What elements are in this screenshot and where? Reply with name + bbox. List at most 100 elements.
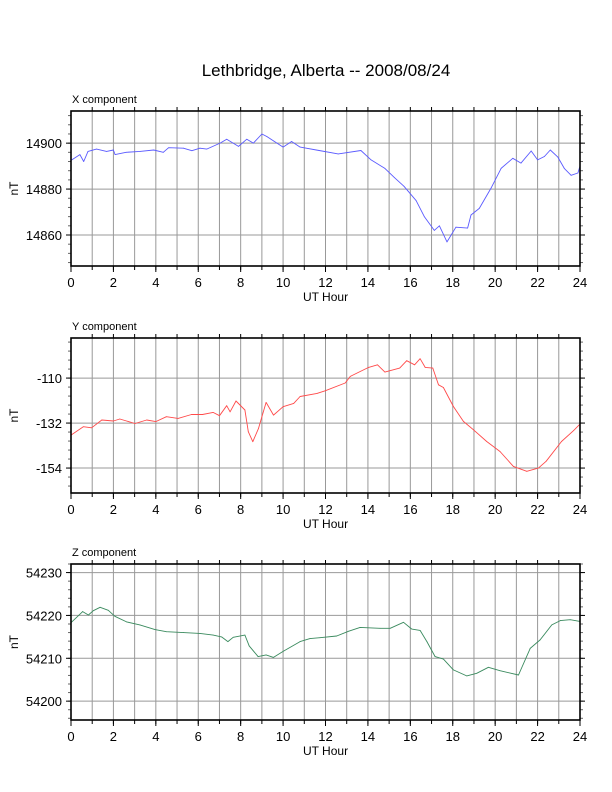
data-point (452, 669, 454, 671)
data-point (219, 142, 221, 144)
data-point (499, 451, 501, 452)
x-tick-label: 12 (318, 729, 332, 744)
data-point (419, 630, 421, 631)
data-point (486, 441, 488, 442)
data-point (114, 615, 116, 617)
data-point (244, 634, 246, 636)
data-point (426, 641, 428, 642)
x-tick-label: 20 (488, 275, 502, 290)
data-point (162, 151, 164, 153)
data-point (394, 177, 395, 178)
data-point (293, 403, 295, 404)
data-point (415, 200, 417, 201)
data-point (537, 159, 538, 161)
y-tick-label: 14900 (26, 136, 62, 151)
x-axis-label: UT Hour (303, 290, 348, 304)
data-point (183, 147, 184, 149)
data-point (316, 393, 318, 394)
data-point (199, 147, 201, 149)
data-point (248, 645, 250, 647)
data-point (139, 151, 141, 152)
x-tick-label: 2 (110, 275, 117, 290)
x-tick-label: 6 (195, 729, 202, 744)
x-tick-label: 22 (530, 729, 544, 744)
y-axis-label: nT (7, 181, 21, 196)
x-tick-label: 24 (573, 275, 587, 290)
data-point (499, 670, 501, 672)
data-point (557, 156, 559, 158)
data-point (379, 627, 381, 629)
data-point (384, 168, 386, 169)
data-point (309, 638, 311, 639)
data-point (348, 630, 349, 632)
data-point (344, 382, 346, 384)
data-point (349, 376, 351, 377)
data-point (168, 147, 169, 149)
data-point (324, 390, 326, 392)
x-tick-label: 18 (446, 502, 460, 517)
y-tick-label: -154 (36, 461, 62, 476)
data-point (359, 627, 361, 628)
data-point (235, 400, 237, 402)
x-tick-label: 24 (573, 729, 587, 744)
data-point (563, 168, 565, 169)
x-tick-label: 22 (530, 502, 544, 517)
data-point (139, 624, 141, 626)
plot-frame (70, 110, 581, 267)
x-tick-label: 2 (110, 729, 117, 744)
data-point (462, 421, 464, 422)
data-point (282, 651, 284, 652)
y-tick-label: 54200 (26, 694, 62, 709)
data-point (282, 146, 284, 148)
y-axis-label: nT (7, 634, 21, 649)
y-tick-label: -110 (37, 371, 62, 386)
data-point (455, 226, 457, 228)
data-point (199, 633, 201, 634)
x-tick-label: 8 (237, 729, 244, 744)
data-point (526, 470, 528, 472)
x-tick-label: 12 (318, 502, 332, 517)
data-point (573, 430, 575, 432)
data-point (153, 149, 155, 151)
data-point (99, 606, 101, 608)
x-tick-label: 14 (361, 275, 375, 290)
data-point (261, 133, 263, 135)
data-point (539, 639, 541, 641)
data-point (119, 418, 121, 420)
data-point (183, 632, 184, 633)
x-tick-label: 16 (403, 275, 417, 290)
data-point (92, 610, 94, 612)
data-point (126, 621, 127, 623)
data-point (125, 151, 127, 153)
data-point (206, 148, 208, 150)
data-point (244, 409, 246, 411)
x-tick-label: 0 (67, 729, 74, 744)
data-point (370, 159, 372, 161)
y-axis-label: nT (7, 408, 21, 423)
data-point (273, 140, 274, 142)
data-point (258, 427, 259, 429)
data-point (545, 460, 547, 462)
data-point (202, 414, 203, 415)
data-point (273, 414, 274, 416)
x-tick-label: 0 (67, 502, 74, 517)
data-point (414, 364, 415, 366)
data-point (337, 153, 339, 155)
data-point (299, 146, 301, 148)
x-tick-label: 18 (446, 275, 460, 290)
data-point (266, 136, 268, 137)
data-point (452, 406, 454, 407)
data-point (336, 635, 338, 637)
x-axis-label: UT Hour (303, 744, 348, 758)
data-point (389, 627, 391, 629)
data-point (232, 636, 234, 638)
y-tick-label: 54210 (26, 651, 62, 666)
data-point (219, 415, 220, 417)
data-point (83, 161, 85, 162)
x-tick-label: 4 (152, 502, 159, 517)
x-tick-label: 12 (318, 275, 332, 290)
x-tick-label: 10 (276, 729, 290, 744)
